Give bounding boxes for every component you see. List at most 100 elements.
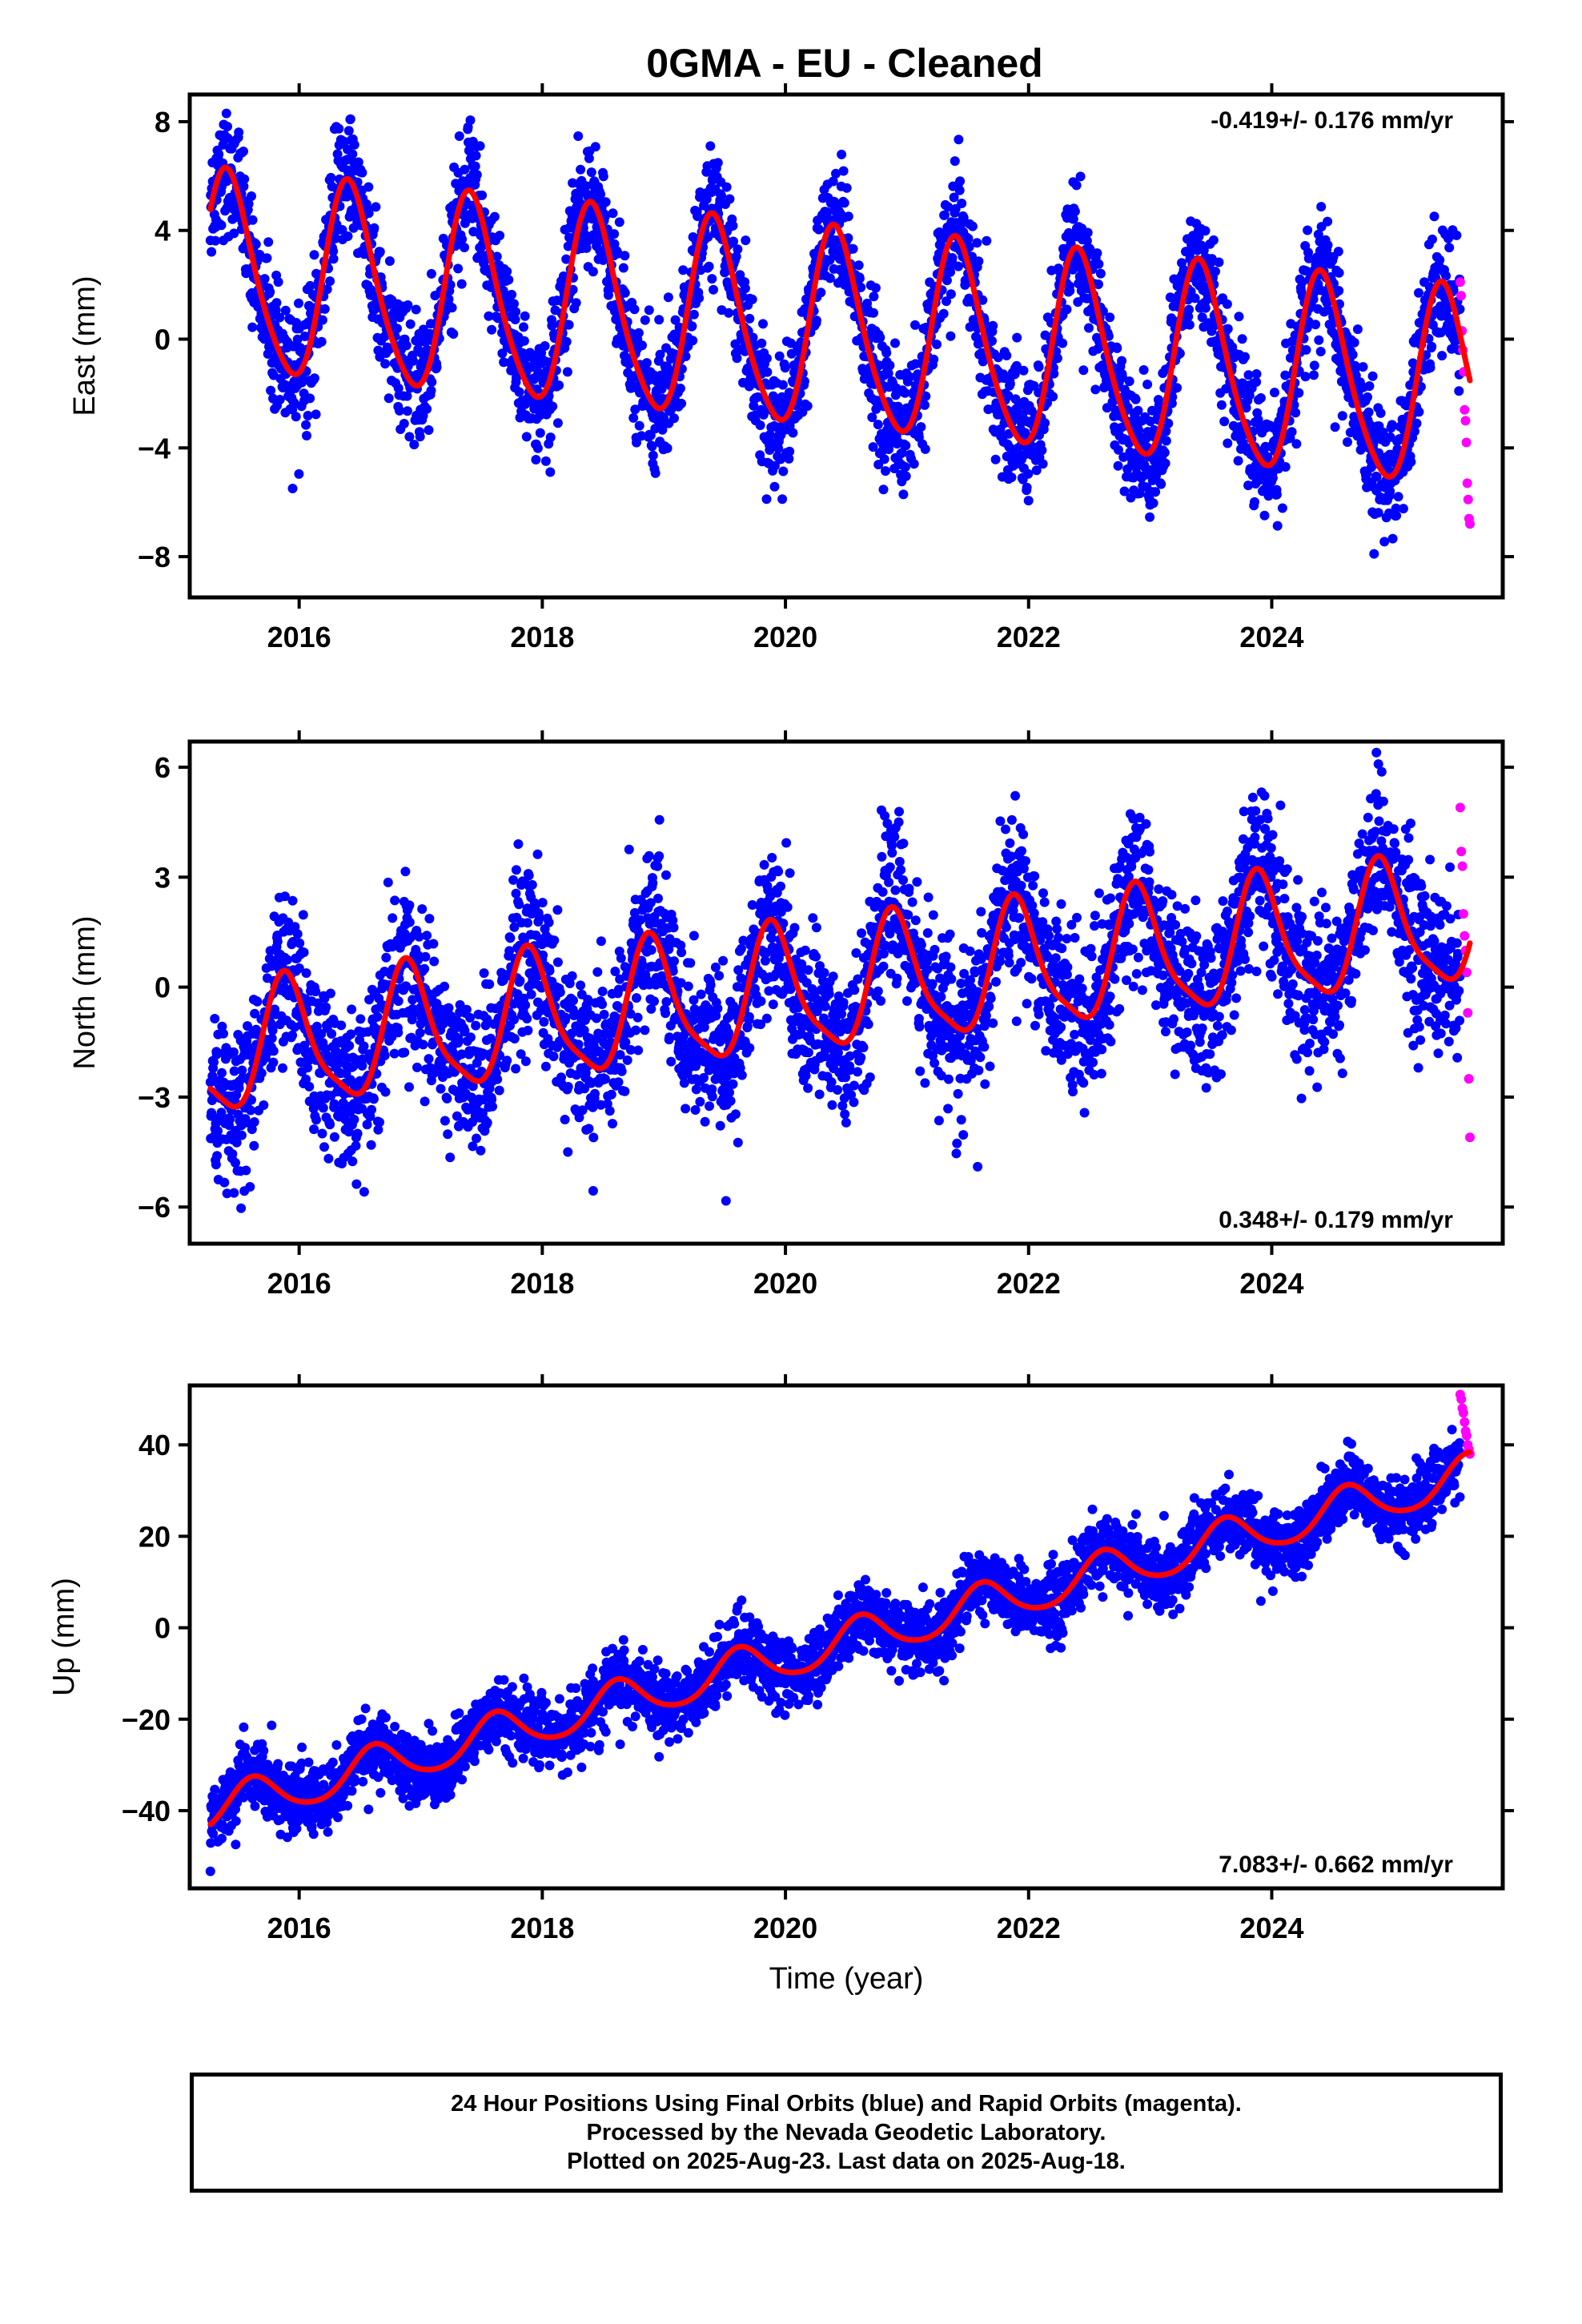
east-final-point	[785, 446, 795, 456]
north-final-point	[357, 1054, 367, 1064]
east-final-point	[648, 450, 658, 460]
east-final-point	[297, 377, 307, 388]
east-final-point	[938, 308, 949, 319]
east-final-point	[1070, 207, 1080, 216]
north-final-point	[420, 963, 430, 974]
north-final-point	[637, 959, 647, 969]
east-final-point	[573, 131, 584, 141]
east-final-point	[1184, 320, 1195, 330]
east-final-point	[263, 237, 274, 247]
north-final-point	[620, 1037, 631, 1047]
north-final-point	[616, 1066, 627, 1076]
east-final-point	[275, 395, 285, 404]
north-final-point	[524, 870, 534, 881]
east-final-point	[1452, 230, 1462, 240]
north-final-point	[649, 996, 659, 1007]
east-final-point	[946, 289, 956, 300]
east-final-point	[598, 171, 608, 182]
east-final-point	[426, 268, 436, 279]
north-final-point	[613, 984, 624, 995]
north-final-point	[349, 1115, 359, 1124]
east-final-point	[1367, 371, 1378, 381]
north-final-point	[564, 979, 575, 988]
east-final-point	[1052, 353, 1062, 364]
east-final-point	[825, 255, 835, 265]
east-final-point	[363, 182, 374, 192]
east-final-point	[957, 199, 967, 208]
east-final-point	[731, 251, 741, 262]
east-final-point	[778, 466, 789, 476]
north-final-point	[509, 1015, 519, 1025]
east-final-point	[729, 236, 738, 247]
east-final-point	[1142, 380, 1153, 389]
east-final-point	[1315, 347, 1326, 356]
east-final-point	[504, 275, 514, 285]
north-final-point	[217, 1068, 227, 1078]
east-final-point	[363, 208, 374, 219]
east-final-point	[571, 298, 581, 308]
east-final-point	[353, 157, 363, 167]
east-final-point	[848, 243, 858, 254]
east-final-point	[229, 228, 239, 239]
east-final-point	[456, 279, 467, 289]
east-final-point	[677, 398, 687, 408]
north-final-point	[654, 851, 665, 861]
east-final-point	[305, 280, 315, 291]
east-final-point	[1272, 521, 1283, 531]
north-final-point	[249, 1140, 259, 1151]
north-final-point	[236, 1130, 247, 1140]
east-final-point	[838, 166, 849, 176]
north-final-point	[311, 1021, 322, 1031]
east-final-point	[1391, 510, 1402, 521]
east-final-point	[271, 305, 281, 316]
north-final-point	[455, 999, 465, 1010]
north-final-point	[327, 1029, 337, 1039]
north-final-point	[424, 914, 435, 924]
east-final-point	[777, 494, 788, 505]
north-final-point	[321, 1002, 331, 1012]
east-final-point	[1373, 508, 1383, 518]
north-final-point	[213, 1126, 223, 1136]
east-final-point	[1208, 235, 1219, 245]
north-final-point	[320, 1043, 331, 1054]
east-final-point	[1414, 287, 1423, 298]
east-final-point	[1031, 465, 1042, 476]
east-final-point	[507, 289, 517, 300]
east-final-point	[825, 273, 835, 283]
north-final-point	[247, 1124, 257, 1135]
north-final-point	[560, 1012, 571, 1023]
north-final-point	[249, 1117, 259, 1127]
north-final-point	[247, 1095, 256, 1105]
north-final-point	[460, 1026, 470, 1036]
north-final-point	[216, 1108, 227, 1118]
east-final-point	[271, 298, 282, 308]
east-final-point	[311, 409, 321, 420]
east-final-point	[839, 198, 849, 208]
east-final-point	[967, 221, 978, 231]
north-final-point	[482, 1014, 492, 1024]
north-final-point	[241, 1117, 251, 1128]
east-final-point	[1393, 492, 1403, 502]
east-final-point	[1211, 267, 1220, 276]
east-final-point	[608, 208, 618, 219]
east-final-point	[294, 468, 304, 479]
north-final-point	[219, 1177, 230, 1188]
east-final-point	[251, 239, 261, 249]
north-final-point	[428, 939, 439, 949]
north-final-point	[487, 1095, 497, 1104]
east-final-point	[383, 393, 394, 404]
north-final-point	[640, 1025, 650, 1035]
east-final-point	[1363, 392, 1372, 402]
north-final-point	[653, 893, 663, 903]
north-final-point	[329, 1132, 339, 1142]
east-final-point	[547, 320, 557, 331]
east-final-point	[1034, 362, 1044, 372]
north-final-point	[527, 909, 536, 919]
north-final-point	[304, 1081, 315, 1092]
east-final-point	[1117, 356, 1127, 366]
east-final-point	[1058, 338, 1068, 348]
east-final-point	[427, 377, 437, 387]
north-final-point	[325, 988, 335, 999]
east-final-point	[1048, 392, 1058, 402]
